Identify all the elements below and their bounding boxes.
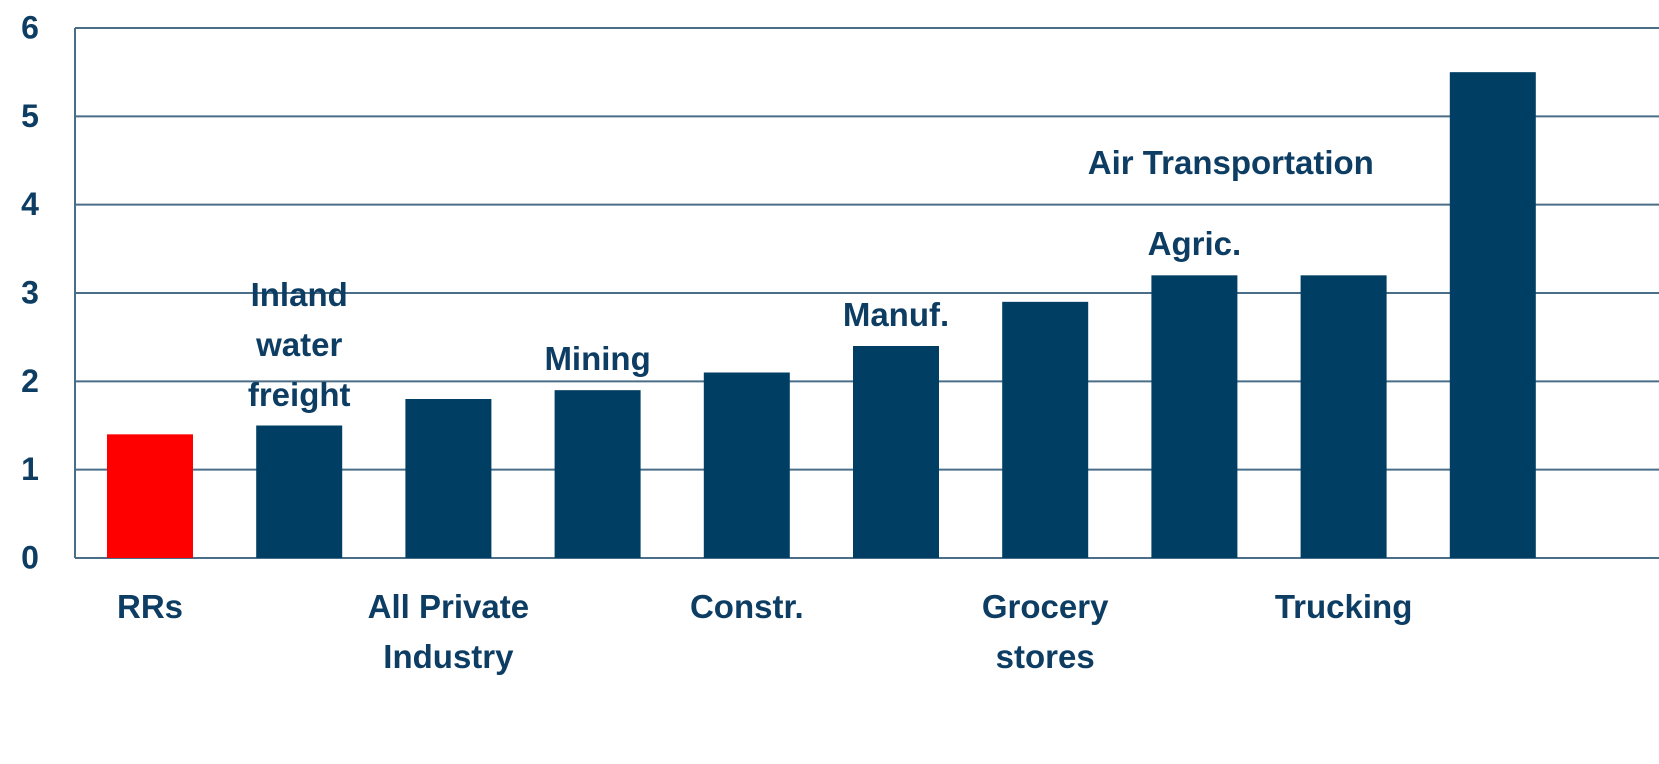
bar — [1002, 301, 1089, 558]
bar — [1449, 72, 1536, 559]
category-label: Grocery stores — [981, 588, 1109, 675]
bar — [853, 346, 939, 558]
category-label: Manuf. — [842, 296, 950, 333]
category-label: Mining — [544, 340, 651, 378]
bar — [554, 390, 641, 558]
y-tick-label: 2 — [21, 363, 39, 399]
bar — [107, 434, 193, 558]
bar — [1300, 275, 1387, 558]
bar — [703, 372, 790, 558]
bar — [405, 399, 492, 558]
category-label: All Private Industry — [367, 588, 530, 675]
category-label: Trucking — [1274, 588, 1413, 625]
y-tick-label: 5 — [21, 98, 39, 134]
category-label: Inland water freight — [247, 275, 351, 413]
y-tick-label: 6 — [21, 9, 39, 45]
y-tick-label: 0 — [21, 539, 39, 575]
category-label: Constr. — [689, 588, 804, 625]
category-label: RRs — [116, 588, 184, 625]
bar — [1151, 275, 1238, 558]
y-tick-label: 1 — [21, 451, 39, 487]
bar — [256, 425, 343, 558]
y-tick-label: 3 — [21, 274, 39, 310]
category-label: Air Transportation — [1087, 144, 1374, 181]
y-tick-label: 4 — [21, 186, 39, 222]
category-label: Agric. — [1147, 225, 1242, 263]
